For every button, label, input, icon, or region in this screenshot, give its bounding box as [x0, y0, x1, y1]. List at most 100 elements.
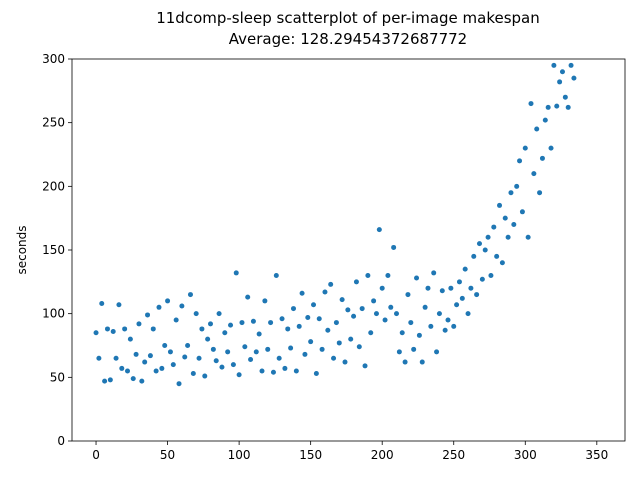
- point: [245, 294, 251, 300]
- point: [162, 343, 168, 348]
- point: [548, 145, 554, 151]
- point: [394, 311, 400, 317]
- point: [388, 304, 394, 310]
- point: [479, 276, 485, 282]
- point: [353, 279, 359, 285]
- y-tick-label: 150: [42, 243, 65, 257]
- x-tick-label: 300: [514, 448, 537, 462]
- x-tick-label: 50: [160, 448, 175, 462]
- chart-subtitle: Average: 128.29454372687772: [229, 30, 467, 48]
- point: [133, 351, 139, 357]
- point: [311, 302, 317, 308]
- point: [187, 292, 193, 298]
- point: [456, 279, 462, 285]
- point: [199, 326, 205, 332]
- point: [371, 298, 377, 304]
- point: [296, 323, 302, 329]
- point: [471, 253, 477, 259]
- point: [139, 378, 145, 384]
- point: [145, 312, 151, 318]
- point: [356, 344, 362, 350]
- point: [225, 349, 231, 355]
- point: [511, 222, 517, 228]
- point: [270, 369, 276, 375]
- point: [502, 215, 508, 221]
- point: [170, 362, 176, 368]
- point: [150, 326, 156, 332]
- point: [436, 311, 442, 317]
- point: [491, 224, 497, 230]
- point: [216, 311, 222, 317]
- point: [236, 372, 242, 378]
- point: [451, 323, 457, 329]
- point: [359, 306, 365, 312]
- point: [290, 306, 296, 312]
- point: [514, 183, 520, 189]
- point: [193, 311, 199, 317]
- point: [325, 327, 331, 333]
- point: [497, 202, 503, 208]
- point: [431, 270, 437, 276]
- point: [351, 313, 357, 319]
- point: [571, 75, 577, 81]
- y-tick-label: 100: [42, 307, 65, 321]
- point: [559, 69, 565, 75]
- y-tick-label: 300: [42, 52, 65, 66]
- point: [408, 320, 414, 326]
- point: [190, 371, 196, 377]
- point: [202, 373, 208, 379]
- point: [185, 343, 191, 348]
- point: [551, 62, 557, 68]
- point: [442, 327, 448, 333]
- point: [505, 234, 511, 240]
- point: [402, 359, 408, 365]
- point: [419, 359, 425, 365]
- point: [499, 260, 505, 266]
- point: [462, 266, 468, 272]
- point: [259, 368, 265, 374]
- point: [494, 253, 500, 259]
- point: [268, 320, 274, 326]
- x-tick-label: 200: [371, 448, 394, 462]
- point: [119, 365, 125, 371]
- point: [416, 332, 422, 338]
- point: [313, 371, 319, 377]
- point: [519, 209, 525, 215]
- point: [305, 314, 311, 320]
- point: [273, 272, 279, 278]
- point: [167, 349, 173, 355]
- point: [439, 288, 445, 294]
- y-tick-label: 250: [42, 116, 65, 130]
- point: [93, 330, 99, 336]
- point: [205, 336, 211, 342]
- point: [253, 349, 259, 355]
- y-axis-label: seconds: [15, 225, 29, 274]
- point: [208, 321, 214, 327]
- point: [522, 145, 528, 151]
- point: [508, 190, 514, 196]
- point: [230, 362, 236, 368]
- point: [179, 303, 185, 309]
- point: [130, 376, 136, 382]
- x-tick-label: 100: [228, 448, 251, 462]
- point: [465, 311, 471, 317]
- point: [336, 340, 342, 346]
- point: [537, 190, 543, 196]
- point: [219, 364, 225, 370]
- point: [276, 355, 282, 361]
- point: [373, 311, 379, 317]
- point: [116, 302, 122, 308]
- point: [316, 316, 322, 322]
- point: [328, 281, 334, 287]
- point: [159, 365, 165, 371]
- point: [222, 330, 228, 336]
- point: [239, 320, 245, 326]
- point: [339, 297, 345, 303]
- point: [476, 241, 482, 247]
- point: [308, 339, 314, 345]
- x-tick-label: 250: [442, 448, 465, 462]
- point: [319, 346, 325, 352]
- point: [542, 117, 548, 123]
- point: [454, 302, 460, 308]
